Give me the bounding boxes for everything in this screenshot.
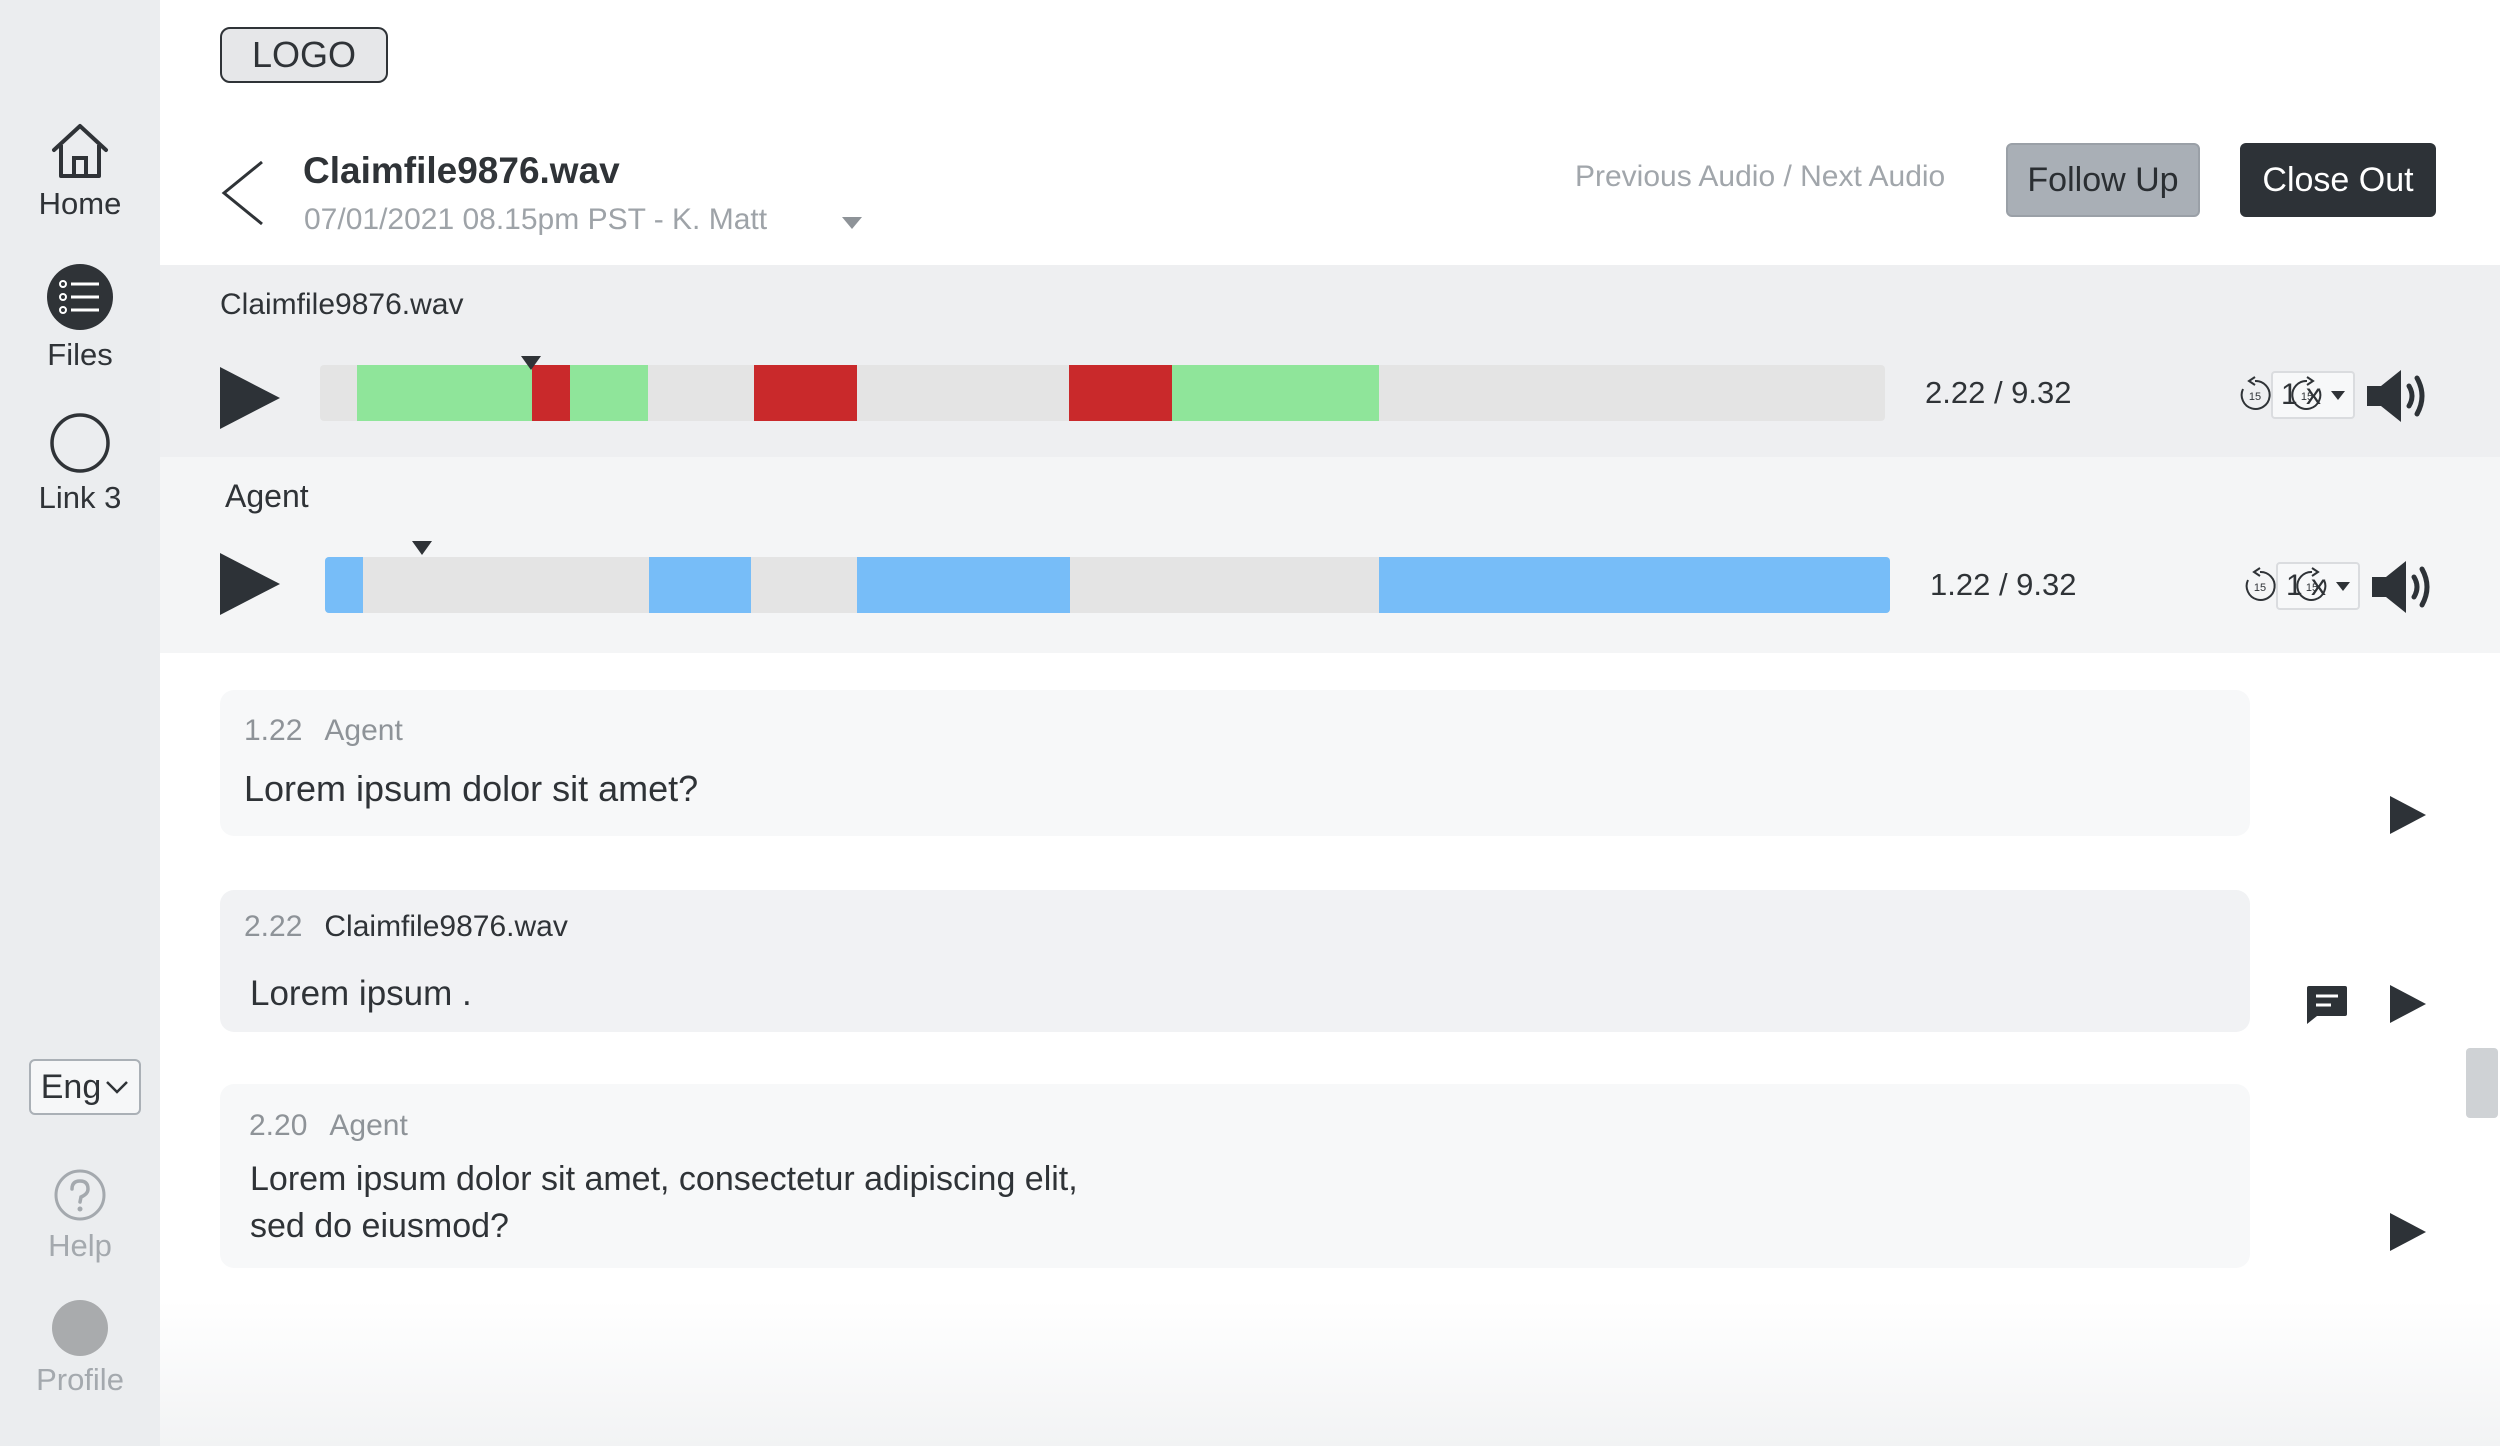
entry-header: 2.22 Claimfile9876.wav [244,910,568,944]
entry-time: 2.22 [244,910,303,943]
chevron-down-icon [106,1081,129,1094]
file-meta: 07/01/2021 08.15pm PST - K. Matt [304,203,768,236]
sidebar-item-label: Profile [36,1362,124,1397]
language-select[interactable]: Eng [29,1059,141,1115]
entry-header: 2.20 Agent [249,1109,408,1143]
forward-15-icon[interactable]: 15 [2292,566,2332,606]
segment-positive [357,365,532,421]
avatar [52,1300,108,1356]
audio-player-agent: Agent 1.22 / 9.32 1 x 15 15 [160,457,2500,653]
segment-agent [649,557,751,613]
entry-header: 1.22 Agent [244,714,403,748]
transcript-entry: 1.22 Agent Lorem ipsum dolor sit amet? [220,690,2250,836]
svg-text:15: 15 [2306,582,2318,594]
entry-speaker: Claimfile9876.wav [324,910,568,943]
player-label: Claimfile9876.wav [220,288,464,321]
rewind-15-icon[interactable]: 15 [2235,375,2275,415]
playhead-marker[interactable] [412,541,432,555]
entry-speaker: Agent [329,1109,408,1142]
speed-select[interactable]: 1 x [2276,562,2360,610]
transcript-entry: 2.22 Claimfile9876.wav Lorem ipsum . [220,890,2250,1032]
playhead-marker[interactable] [521,356,541,370]
segment-negative [754,365,857,421]
play-icon[interactable] [2388,983,2428,1025]
page-title: Claimfile9876.wav [303,150,620,191]
sidebar-item-home[interactable]: Home [0,122,160,222]
list-icon [47,264,113,330]
transcript-entry: 2.20 Agent Lorem ipsum dolor sit amet, co… [220,1084,2250,1268]
segment-positive [1172,365,1379,421]
sidebar: Home Files Link 3 Eng Help [0,0,160,1446]
help-icon [54,1169,106,1221]
sidebar-item-label: Help [48,1228,112,1263]
svg-text:15: 15 [2254,582,2266,594]
entry-text: Lorem ipsum . [250,974,472,1013]
segment-negative [532,365,570,421]
entry-text-line: sed do eiusmod? [250,1207,509,1245]
bottom-fade [160,1300,2500,1446]
volume-icon[interactable] [2365,366,2431,426]
sidebar-item-label: Home [38,186,122,221]
entry-time: 1.22 [244,714,303,747]
logo: LOGO [220,27,388,83]
circle-icon [50,413,110,473]
play-icon[interactable] [2388,794,2428,836]
language-label: Eng [40,1067,102,1106]
follow-up-button[interactable]: Follow Up [2006,143,2200,217]
caret-down-icon [2336,581,2351,591]
home-icon [52,124,108,178]
audio-player-claimfile: Claimfile9876.wav 2.22 / 9.32 1 x 15 15 [160,265,2500,457]
waveform-track[interactable] [325,557,1890,613]
close-out-button[interactable]: Close Out [2240,143,2436,217]
entry-text: Lorem ipsum dolor sit amet, consectetur … [250,1156,1078,1250]
sidebar-item-label: Link 3 [38,480,122,515]
back-arrow-icon[interactable] [218,158,268,228]
play-icon[interactable] [2388,1211,2428,1253]
sidebar-item-profile[interactable]: Profile [0,1300,160,1398]
player-label: Agent [225,478,309,514]
svg-text:15: 15 [2301,391,2313,403]
caret-down-icon [2331,390,2346,400]
segment-agent [1379,557,1890,613]
sidebar-item-files[interactable]: Files [0,263,160,373]
scrollbar-thumb[interactable] [2466,1048,2498,1118]
time-readout: 1.22 / 9.32 [1930,567,2077,602]
entry-time: 2.20 [249,1109,308,1142]
rewind-15-icon[interactable]: 15 [2240,566,2280,606]
entry-text: Lorem ipsum dolor sit amet? [244,768,699,809]
comment-icon[interactable] [2305,984,2349,1026]
entry-speaker: Agent [324,714,403,747]
waveform-track[interactable] [320,365,1885,421]
caret-down-icon[interactable] [841,216,863,230]
segment-agent [857,557,1070,613]
audio-navigation-link[interactable]: Previous Audio / Next Audio [1575,160,1946,193]
segment-negative [1069,365,1172,421]
sidebar-item-link3[interactable]: Link 3 [0,412,160,516]
speed-select[interactable]: 1 x [2271,371,2355,419]
play-icon[interactable] [218,551,282,617]
svg-text:15: 15 [2249,391,2261,403]
entry-text-line: Lorem ipsum dolor sit amet, consectetur … [250,1160,1078,1198]
volume-icon[interactable] [2370,557,2436,617]
forward-15-icon[interactable]: 15 [2287,375,2327,415]
sidebar-item-help[interactable]: Help [0,1168,160,1264]
play-icon[interactable] [218,365,282,431]
sidebar-item-label: Files [47,337,113,372]
segment-positive [570,365,648,421]
time-readout: 2.22 / 9.32 [1925,375,2072,410]
segment-agent [325,557,363,613]
